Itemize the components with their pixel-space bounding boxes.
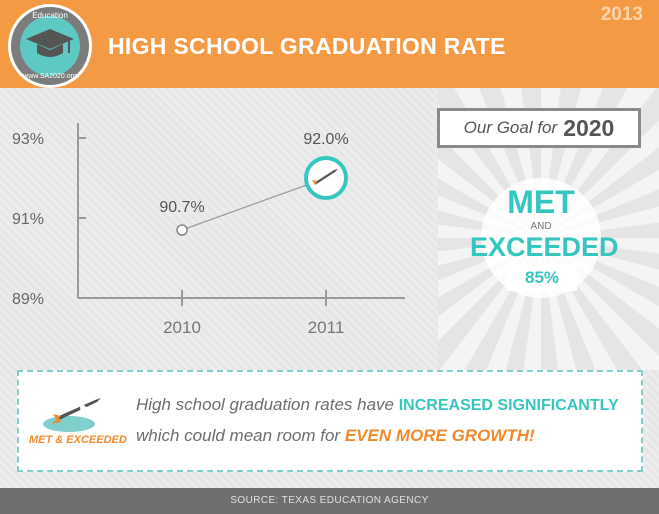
note-line-1-text: High school graduation rates have: [136, 395, 399, 414]
year-label: 2013: [600, 4, 643, 25]
data-point: [176, 224, 188, 236]
rocket-icon: [315, 169, 338, 185]
y-tick-label: 91%: [12, 211, 44, 228]
sa2020-logo: Education www.SA2020.org: [8, 4, 92, 88]
logo-bottom-text: www.SA2020.org: [23, 73, 77, 80]
rocket-icon: [43, 398, 101, 432]
page-title: HIGH SCHOOL GRADUATION RATE: [108, 33, 506, 59]
note-line-2: which could mean room for EVEN MORE GROW…: [136, 426, 535, 446]
note-highlight-growth: EVEN MORE GROWTH!: [344, 426, 535, 445]
graduation-rate-chart: 89% 91% 93% 2010 2011 90.7% 92.0%: [12, 123, 405, 337]
data-label: 90.7%: [159, 199, 204, 216]
goal-year: 2020: [563, 114, 615, 141]
x-axis: 2010 2011: [78, 290, 405, 337]
goal-box: Our Goal for 2020: [437, 108, 641, 148]
logo-top-text: Education: [32, 11, 68, 20]
summary-note: MET & EXCEEDED High school graduation ra…: [17, 370, 643, 472]
goal-status-met: MET: [507, 184, 575, 220]
goal-status-and: AND: [530, 221, 552, 232]
goal-label: Our Goal for: [463, 118, 558, 137]
series-line: [181, 177, 327, 231]
x-tick-label: 2011: [308, 318, 345, 337]
met-exceeded-badge: MET & EXCEEDED: [29, 434, 127, 446]
y-axis: 89% 91% 93%: [12, 123, 86, 308]
data-point: [304, 156, 348, 200]
note-line-1: High school graduation rates have INCREA…: [136, 395, 619, 415]
series: 90.7% 92.0%: [159, 131, 349, 236]
goal-target-value: 85%: [507, 264, 577, 291]
data-label: 92.0%: [303, 131, 348, 148]
header-banner: HIGH SCHOOL GRADUATION RATE 2013: [0, 0, 659, 88]
x-tick-label: 2010: [163, 318, 201, 337]
y-tick-label: 89%: [12, 291, 44, 308]
note-highlight-increased: INCREASED SIGNIFICANTLY: [398, 397, 619, 414]
source-footer: SOURCE: TEXAS EDUCATION AGENCY: [0, 488, 659, 514]
note-line-2-text: which could mean room for: [136, 426, 345, 445]
rocket-marker: [304, 156, 348, 200]
rocket-flame: [312, 180, 317, 185]
y-tick-label: 93%: [12, 131, 44, 148]
graduation-cap-icon: [26, 29, 74, 57]
goal-status-exceeded: EXCEEDED: [470, 232, 619, 262]
